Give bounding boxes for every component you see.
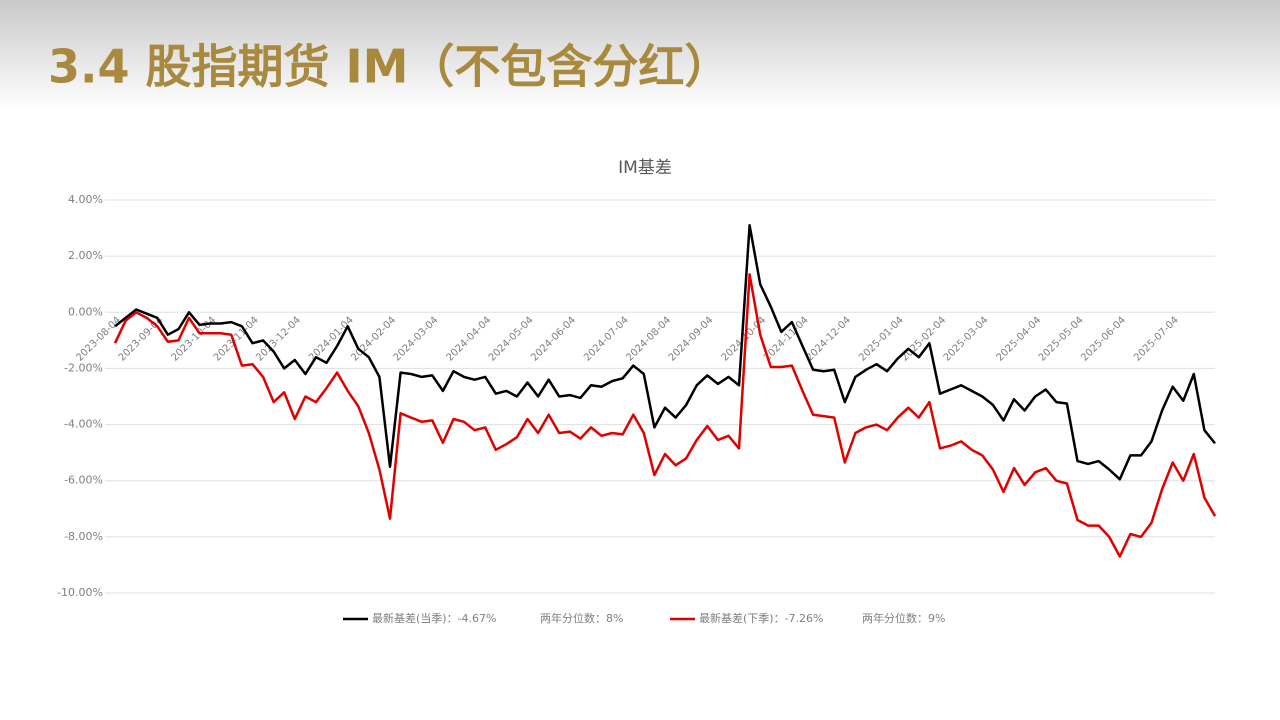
x-tick-label: 2025-03-04 <box>942 315 991 364</box>
x-tick-label: 2025-07-04 <box>1132 315 1181 364</box>
y-tick-label: 4.00% <box>68 193 103 206</box>
chart-title: IM基差 <box>618 158 672 178</box>
y-tick-label: -6.00% <box>64 474 103 487</box>
y-tick-label: -4.00% <box>64 418 103 431</box>
y-tick-label: -2.00% <box>64 361 103 374</box>
x-tick-label: 2024-12-04 <box>804 315 853 364</box>
slide-title: 3.4 股指期货 IM（不包含分红） <box>48 40 730 94</box>
x-tick-label: 2024-03-04 <box>392 315 441 364</box>
legend-label: 最新基差(当季)：-4.67% <box>372 611 497 625</box>
y-tick-label: 0.00% <box>68 305 103 318</box>
x-tick-label: 2025-06-04 <box>1079 315 1128 364</box>
legend-note: 两年分位数：8% <box>540 611 623 625</box>
legend-label: 最新基差(下季)：-7.26% <box>699 611 824 625</box>
x-tick-label: 2023-12-04 <box>254 315 303 364</box>
y-tick-label: -8.00% <box>64 530 103 543</box>
y-tick-label: 2.00% <box>68 249 103 262</box>
x-tick-label: 2024-09-04 <box>667 315 716 364</box>
series-line <box>113 273 1217 558</box>
series-line <box>114 224 1216 481</box>
header-band <box>0 0 1280 110</box>
y-tick-label: -10.00% <box>57 586 103 599</box>
x-tick-label: 2024-06-04 <box>529 315 578 364</box>
legend-note: 两年分位数：9% <box>862 611 945 625</box>
